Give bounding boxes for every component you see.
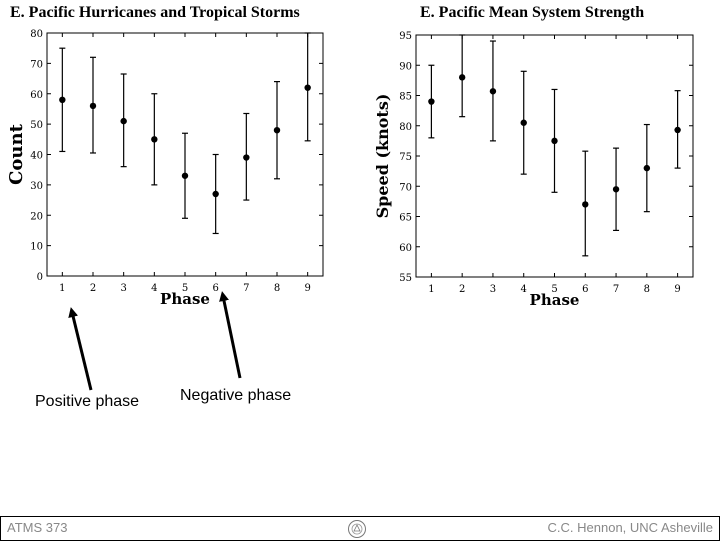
- x-tick-label: 5: [182, 283, 188, 294]
- x-tick-label: 6: [582, 284, 588, 295]
- y-axis-label: Speed (knots): [373, 94, 392, 219]
- x-tick-label: 4: [151, 283, 157, 294]
- course-label: ATMS 373: [7, 520, 68, 535]
- x-axis-label: Phase: [530, 291, 580, 309]
- y-tick-label: 80: [399, 122, 412, 133]
- y-tick-label: 60: [399, 243, 412, 254]
- x-tick-label: 7: [243, 283, 249, 294]
- y-tick-label: 30: [30, 181, 43, 192]
- data-point: [520, 119, 527, 126]
- x-tick-label: 9: [674, 284, 680, 295]
- x-tick-label: 2: [90, 283, 96, 294]
- x-tick-label: 1: [428, 284, 434, 295]
- x-tick-label: 1: [59, 283, 65, 294]
- y-tick-label: 90: [399, 61, 412, 72]
- y-tick-label: 70: [399, 182, 412, 193]
- slide-footer: ATMS 373 C.C. Hennon, UNC Asheville: [0, 516, 720, 541]
- y-tick-label: 70: [30, 59, 43, 70]
- y-tick-label: 0: [37, 272, 43, 283]
- y-tick-label: 40: [30, 151, 43, 162]
- x-tick-label: 9: [304, 283, 310, 294]
- data-point: [428, 98, 435, 105]
- x-tick-label: 7: [613, 284, 619, 295]
- x-tick-label: 3: [490, 284, 496, 295]
- x-tick-label: 8: [274, 283, 280, 294]
- y-tick-label: 10: [30, 242, 43, 253]
- x-tick-label: 4: [521, 284, 527, 295]
- x-tick-label: 8: [644, 284, 650, 295]
- y-tick-label: 95: [399, 31, 412, 42]
- data-point: [243, 154, 250, 161]
- y-tick-label: 85: [399, 92, 412, 103]
- data-point: [304, 84, 311, 91]
- data-point: [120, 117, 127, 125]
- data-point: [181, 172, 189, 179]
- data-point: [489, 88, 497, 95]
- data-point: [212, 190, 219, 198]
- hurricane-count-chart: E. Pacific Hurricanes and Tropical Storm…: [0, 0, 345, 312]
- x-tick-label: 3: [120, 283, 126, 294]
- y-axis-label: Count: [6, 123, 27, 185]
- data-point: [458, 74, 466, 81]
- data-point: [59, 96, 66, 104]
- negative-phase-label: Negative phase: [180, 387, 292, 404]
- unc-seal-icon: [348, 520, 366, 538]
- data-point: [643, 164, 651, 172]
- system-strength-chart: E. Pacific Mean System Strength 55 60 65 70…: [370, 0, 715, 312]
- chart-title: E. Pacific Hurricanes and Tropical Storm…: [10, 4, 300, 21]
- x-tick-label: 6: [212, 283, 218, 294]
- system-strength-plot: 55 60 65 70 75 80 85 90 95 1 2 3 4 5 6 7 8 9 Phase Speed (k…: [373, 31, 694, 309]
- data-point: [582, 201, 589, 208]
- data-point: [89, 102, 97, 110]
- x-tick-label: 2: [459, 284, 465, 295]
- data-point: [151, 136, 158, 143]
- data-point: [612, 186, 620, 193]
- y-tick-label: 20: [30, 211, 43, 222]
- positive-phase-arrow: [68, 307, 93, 391]
- hurricane-count-plot: 0 10 20 30 40 50 60 70 80 1 2 3 4 5 6 7 8 9 Phase Count: [6, 29, 324, 308]
- author-label: C.C. Hennon, UNC Asheville: [547, 520, 713, 535]
- data-point: [273, 127, 281, 134]
- y-tick-label: 75: [399, 152, 412, 163]
- data-point: [674, 126, 681, 134]
- data-point: [551, 137, 558, 145]
- y-tick-label: 80: [30, 29, 43, 40]
- y-tick-label: 60: [30, 90, 43, 101]
- positive-phase-label: Positive phase: [35, 393, 140, 410]
- chart-title: E. Pacific Mean System Strength: [420, 4, 645, 21]
- y-tick-label: 50: [30, 120, 43, 131]
- y-tick-label: 65: [399, 213, 412, 224]
- x-tick-label: 5: [551, 284, 557, 295]
- x-axis-label: Phase: [160, 290, 210, 308]
- y-tick-label: 55: [399, 273, 412, 284]
